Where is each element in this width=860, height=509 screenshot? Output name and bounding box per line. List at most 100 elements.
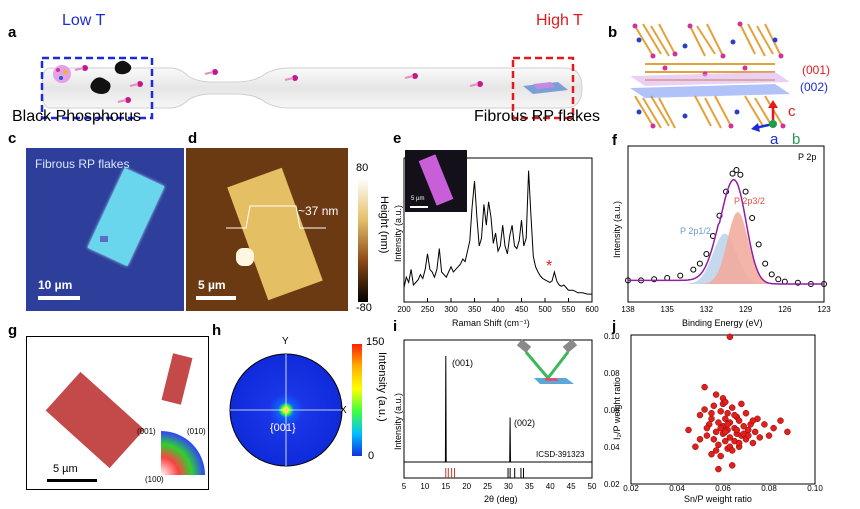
- scatter-point: [712, 428, 720, 436]
- inset-scalebar: [410, 206, 428, 208]
- scatter-point: [708, 409, 715, 417]
- e-raman-map-inset: 5 µm: [405, 150, 467, 212]
- h-colorbar: [352, 344, 362, 456]
- xps-component-p2p3-2: [628, 212, 824, 284]
- scatter-point: [726, 434, 734, 441]
- f-title: P 2p: [798, 152, 817, 162]
- f-x-tick-label: 138: [621, 305, 635, 314]
- j-x-tick-label: 0.10: [807, 484, 823, 493]
- xps-data-point: [677, 272, 684, 279]
- j-x-tick-label: 0.02: [623, 484, 639, 493]
- black-phosphorus-caption: Black Phosphorus: [12, 108, 141, 125]
- j-x-tick-label: 0.04: [669, 484, 685, 493]
- i-peak2-label: (002): [514, 418, 536, 428]
- scatter-point: [715, 465, 722, 473]
- panel-label-h: h: [212, 322, 222, 339]
- f-ylabel: Intensity (a.u.): [612, 200, 622, 258]
- i-peak1-label: (001): [452, 358, 474, 368]
- xps-data-point: [696, 260, 703, 267]
- h-cb-title: Intensity (a.u.): [376, 352, 388, 422]
- panel-d-afm-image: ~37 nm 5 µm: [186, 148, 348, 311]
- panel-c-optical-image: Fibrous RP flakes 10 µm: [26, 148, 184, 311]
- rp-flake: [87, 167, 165, 267]
- xps-data-point: [762, 260, 769, 267]
- scatter-point: [703, 424, 711, 432]
- e-x-tick-label: 500: [538, 305, 552, 314]
- scatter-point: [735, 417, 743, 424]
- scatter-point: [703, 432, 711, 439]
- scatter-point: [761, 421, 768, 428]
- ipf-010-label: (010): [187, 427, 206, 436]
- scatter-point: [751, 428, 759, 436]
- axis-a-label: a: [770, 131, 779, 148]
- inset-scalebar-label: 5 µm: [411, 196, 425, 202]
- diffractometer-icon: [516, 339, 578, 384]
- f-x-tick-label: 132: [699, 305, 714, 314]
- i-x-tick-label: 25: [483, 482, 492, 491]
- xps-data-point: [768, 271, 775, 278]
- i-x-tick-label: 30: [503, 482, 513, 491]
- scatter-point: [722, 415, 729, 423]
- e-ylabel: Intensity (a.u.): [393, 204, 403, 262]
- scatter-point: [715, 419, 722, 426]
- scatter-point: [728, 462, 736, 469]
- h-axis-x: X: [340, 405, 347, 416]
- d-cb-max: 80: [356, 162, 369, 174]
- e-x-tick-label: 200: [397, 305, 411, 314]
- i-x-tick-label: 40: [545, 482, 555, 491]
- scatter-point: [717, 452, 724, 460]
- xps-data-point: [716, 212, 723, 219]
- i-x-tick-label: 20: [462, 482, 472, 491]
- panel-h-pole-figure: [229, 353, 343, 467]
- panel-label-g: g: [8, 322, 18, 339]
- scatter-point: [715, 441, 722, 449]
- scatter-point: [708, 415, 715, 423]
- scatter-point: [777, 417, 784, 424]
- si-peak-star: *: [546, 258, 553, 275]
- raman-spectrum-line: [403, 170, 592, 295]
- panel-label-i: i: [393, 318, 398, 335]
- scatter-point: [696, 436, 704, 443]
- panel-label-j: j: [612, 318, 617, 335]
- scatter-point: [749, 417, 757, 424]
- small-flake: [100, 236, 108, 242]
- e-x-tick-label: 450: [514, 305, 529, 314]
- ipf-100-label: (100): [145, 475, 164, 484]
- scatter-point: [745, 432, 752, 439]
- panel-label-c: c: [8, 130, 17, 147]
- e-x-tick-label: 350: [467, 305, 482, 314]
- f-x-tick-label: 123: [817, 305, 831, 314]
- d-cb-title: Height (nm): [378, 196, 390, 254]
- ebsd-flake-large: [45, 371, 145, 469]
- height-label: ~37 nm: [298, 204, 339, 218]
- xps-data-point: [651, 276, 658, 283]
- panel-label-f: f: [612, 132, 617, 149]
- panel-e-raman-chart: [403, 157, 593, 303]
- scatter-point: [740, 423, 747, 430]
- xps-data-point: [733, 167, 740, 173]
- panel-b-crystal-structure: [630, 21, 790, 132]
- xps-fit-line: [628, 178, 824, 285]
- scatter-point: [712, 391, 720, 398]
- scatter-point: [685, 426, 692, 434]
- scatter-point: [712, 447, 720, 454]
- scatter-point: [735, 439, 743, 447]
- scatter-point: [717, 408, 724, 415]
- scatter-point: [710, 402, 718, 410]
- xps-data-point: [703, 251, 710, 257]
- f-peak1-label: P 2p3/2: [734, 196, 765, 206]
- scatter-point: [722, 398, 729, 406]
- f-x-tick-label: 135: [660, 305, 674, 314]
- scatter-point: [756, 434, 764, 441]
- panel-g-ebsd-map: (001) (010) (100) 5 µm: [26, 336, 209, 490]
- scatter-point: [731, 411, 738, 419]
- g-scalebar: [47, 479, 97, 482]
- h-cb-max: 150: [366, 336, 385, 348]
- axis-c-label: c: [788, 103, 796, 120]
- xrd-pattern-line: [404, 355, 592, 463]
- scatter-point: [701, 406, 708, 413]
- plane-001-label: (001): [802, 63, 831, 77]
- f-peak2-label: P 2p1/2: [680, 226, 711, 236]
- high-t-label: High T: [536, 12, 583, 29]
- e-xlabel: Raman Shift (cm⁻¹): [452, 318, 530, 328]
